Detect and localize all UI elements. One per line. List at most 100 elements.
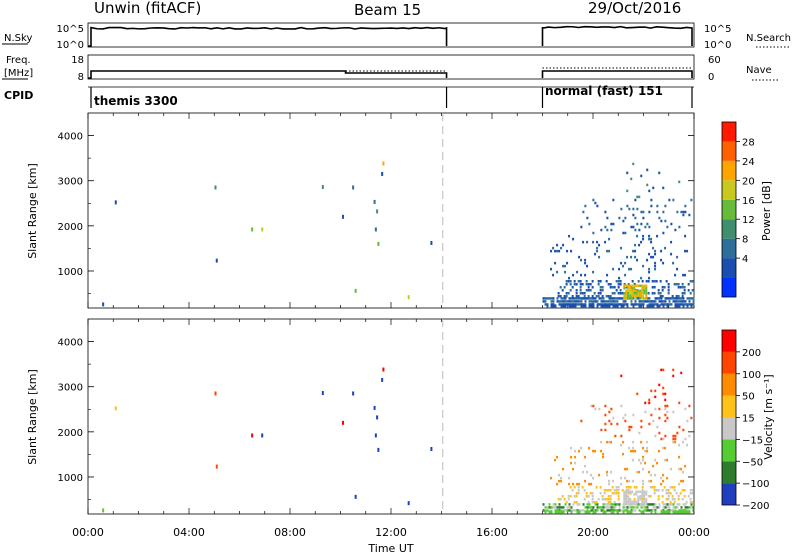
data-point [641, 490, 644, 494]
data-point [631, 284, 634, 288]
data-point [626, 171, 629, 175]
data-point [633, 284, 636, 288]
data-point [654, 267, 657, 271]
data-point [651, 486, 654, 489]
data-point [608, 440, 611, 444]
data-point [593, 501, 596, 504]
data-point [635, 490, 638, 494]
colorbar-tick-label: 15 [742, 414, 755, 425]
data-point [662, 479, 665, 483]
data-point [604, 225, 607, 229]
data-point [554, 510, 557, 514]
data-point [583, 489, 586, 492]
x-tick-label: 12:00 [375, 526, 407, 539]
data-point [585, 280, 588, 283]
data-point [575, 495, 578, 498]
data-point [623, 297, 626, 300]
data-point [544, 510, 547, 514]
data-point [629, 289, 632, 293]
data-point [658, 304, 661, 308]
data-point [603, 498, 606, 501]
colorbar-tick-label: −200 [742, 501, 769, 512]
data-point [566, 303, 569, 306]
data-point [582, 210, 585, 214]
data-point [590, 506, 593, 509]
colorbar-segment [722, 219, 736, 239]
data-point [683, 289, 686, 292]
data-point [565, 283, 568, 286]
data-point [571, 286, 574, 289]
data-point [642, 234, 645, 238]
data-point [569, 280, 572, 283]
data-point [610, 506, 613, 509]
data-point [609, 295, 612, 298]
data-point [568, 482, 571, 486]
data-point [680, 371, 683, 375]
data-point [612, 297, 615, 300]
data-point [604, 510, 607, 514]
data-point [628, 510, 631, 514]
data-point [554, 503, 557, 506]
data-point [624, 273, 627, 277]
data-point [627, 500, 630, 504]
data-point [631, 503, 634, 506]
data-point [623, 292, 626, 295]
data-point [573, 495, 576, 498]
nave-tick-top: 60 [708, 55, 721, 66]
data-point [639, 498, 642, 501]
data-point [635, 294, 638, 298]
data-point [614, 300, 617, 303]
data-point [587, 495, 590, 498]
data-point [622, 264, 625, 268]
data-point [607, 501, 610, 504]
data-point [560, 304, 563, 308]
data-point [587, 295, 590, 298]
data-point [596, 503, 599, 506]
data-point [615, 280, 618, 283]
data-point [676, 300, 679, 303]
data-point [558, 479, 561, 483]
data-point [635, 297, 638, 300]
data-point [648, 479, 651, 483]
data-point [659, 295, 662, 298]
data-point [654, 300, 657, 303]
data-point [640, 440, 643, 444]
data-point [661, 501, 664, 504]
data-point [612, 506, 615, 509]
data-point [676, 431, 679, 435]
power-y-label: Slant Range [km] [26, 163, 39, 259]
data-point [608, 479, 611, 483]
data-point [584, 464, 587, 468]
data-point [606, 473, 609, 477]
data-point [584, 304, 587, 308]
data-point [251, 433, 254, 438]
data-point [670, 222, 673, 226]
data-point [560, 506, 563, 509]
data-point [684, 234, 687, 238]
data-point [615, 492, 618, 495]
data-point [603, 492, 606, 495]
data-point [668, 303, 671, 306]
data-point [632, 449, 635, 453]
data-point [559, 286, 562, 289]
data-point [574, 455, 577, 459]
data-point [598, 407, 601, 411]
data-point [641, 289, 644, 293]
data-point [556, 482, 559, 486]
data-point [686, 506, 689, 509]
data-point [636, 195, 639, 199]
data-point [653, 292, 656, 295]
data-point [617, 283, 620, 286]
colorbar-segment [722, 417, 736, 440]
data-point [578, 255, 581, 259]
data-point [607, 489, 610, 492]
data-point [102, 302, 105, 307]
data-point [655, 489, 658, 492]
data-point [648, 252, 651, 256]
data-point [644, 461, 647, 465]
data-point [550, 506, 553, 509]
data-point [657, 292, 660, 295]
data-point [658, 297, 661, 300]
data-point [649, 495, 652, 498]
data-point [558, 473, 561, 477]
